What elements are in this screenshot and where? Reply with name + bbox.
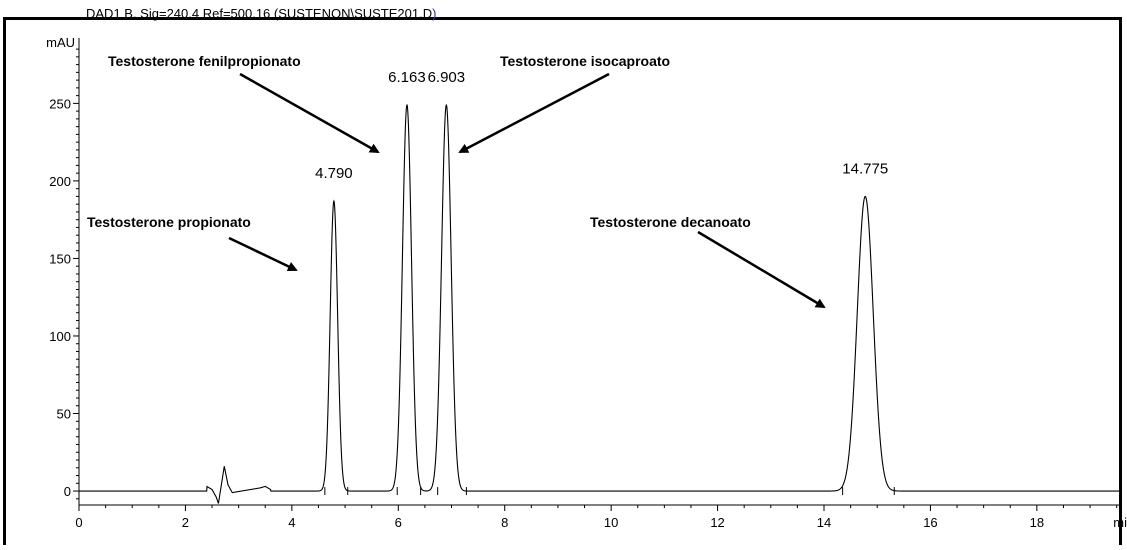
y-tick-label: 100 — [49, 329, 71, 344]
y-tick-label: 200 — [49, 174, 71, 189]
x-tick-label: 18 — [1030, 515, 1044, 530]
x-tick-label: 10 — [604, 515, 618, 530]
peak-marks — [324, 487, 895, 496]
x-tick-label: 6 — [395, 515, 402, 530]
trace-layer — [79, 104, 1122, 504]
annotation-label: Testosterone decanoato — [590, 214, 751, 230]
peak-rt-label: 4.790 — [315, 165, 353, 182]
x-tick-label: 4 — [288, 515, 295, 530]
y-axis-label: mAU — [46, 35, 75, 50]
annotation-arrow — [228, 236, 298, 272]
peak-rt-label: 6.163 — [388, 69, 426, 86]
x-tick-label: 12 — [710, 515, 724, 530]
x-tick-label: 2 — [182, 515, 189, 530]
annotation-arrow — [697, 230, 826, 309]
annotation-label: Testosterone fenilpropionato — [108, 53, 301, 69]
signal-header-text: DAD1 B, Sig=240,4 Ref=500,16 (SUSTENON\S… — [86, 6, 433, 21]
annotation-arrow — [239, 72, 380, 154]
x-tick-label: 0 — [75, 515, 82, 530]
signal-header-close: ) — [432, 6, 437, 21]
annotations: Testosterone propionato Testosterone feni… — [87, 53, 826, 309]
axes — [78, 38, 1122, 506]
peak-rt-label: 6.903 — [428, 69, 466, 86]
chromatogram-trace — [79, 104, 1122, 504]
signal-header: DAD1 B, Sig=240,4 Ref=500,16 (SUSTENON\S… — [86, 6, 436, 21]
x-tick-label: 8 — [501, 515, 508, 530]
annotation-label: Testosterone propionato — [87, 214, 251, 230]
annotation-arrow — [458, 72, 610, 154]
chart-frame — [3, 17, 1122, 545]
y-tick-label: 150 — [49, 251, 71, 266]
x-tick-label: 14 — [817, 515, 831, 530]
y-tick-label: 250 — [49, 96, 71, 111]
y-tick-label: 50 — [57, 407, 71, 422]
ticks — [73, 48, 1118, 511]
x-axis-label: mi — [1113, 515, 1127, 530]
x-tick-label: 16 — [923, 515, 937, 530]
y-tick-label: 0 — [64, 484, 71, 499]
peak-rt-label: 14.775 — [842, 160, 888, 177]
annotation-label: Testosterone isocaproato — [500, 53, 670, 69]
labels: 0 50 100 150 200 250 mAU 0 2 4 6 8 10 12 14 16 18 mi 4.790… — [46, 35, 1127, 530]
